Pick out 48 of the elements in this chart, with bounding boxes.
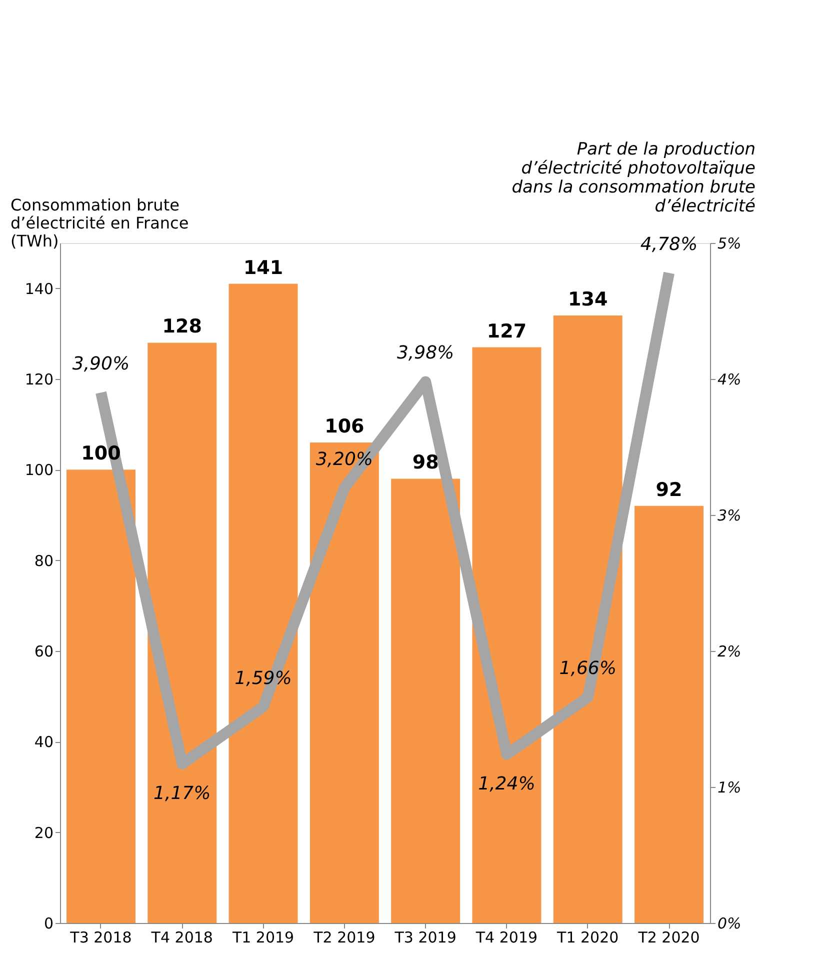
data-label: 3,98%: [396, 342, 454, 364]
bar: [391, 478, 460, 923]
data-label: 1,59%: [234, 668, 292, 689]
data-label: 1,24%: [478, 773, 536, 794]
y2-tick-label: 3%: [718, 506, 742, 524]
x-tick-label: T2 2019: [312, 928, 376, 946]
data-label: 134: [568, 288, 608, 311]
bar: [553, 316, 622, 923]
y-tick-label: 80: [34, 552, 54, 570]
x-tick-label: T4 2018: [150, 928, 213, 946]
y-tick-label: 120: [24, 370, 54, 388]
y-axis-title: Consommation brute d’électricité en France (TWh): [10, 196, 189, 250]
bar: [472, 347, 542, 923]
data-label: 106: [324, 415, 364, 438]
data-label: 4,78%: [640, 234, 698, 255]
y-tick-label: 0: [44, 914, 54, 932]
data-label: 127: [486, 320, 527, 342]
data-label: 128: [162, 316, 202, 338]
x-tick-label: T1 2020: [556, 928, 619, 946]
data-label: 1,17%: [154, 782, 211, 804]
x-tick-label: T3 2018: [69, 928, 132, 946]
y2-tick-label: 5%: [718, 234, 742, 252]
x-tick-label: T4 2019: [474, 928, 538, 946]
data-label: 92: [656, 478, 682, 501]
bar: [66, 470, 136, 923]
data-label: 141: [243, 256, 284, 279]
data-label: 3,20%: [316, 448, 374, 470]
y2-tick-label: 1%: [718, 778, 742, 796]
y-tick-label: 140: [24, 280, 54, 298]
y2-axis-title: Part de la production d’électricité photovoltaïque dans la consommation brute d’électricité: [512, 140, 756, 216]
bar: [310, 442, 379, 923]
y-tick-label: 40: [34, 733, 54, 752]
y2-tick-label: 0%: [718, 914, 742, 932]
data-label: 100: [81, 442, 121, 465]
data-label: 1,66%: [559, 658, 616, 680]
data-label: 3,90%: [72, 354, 130, 375]
bar: [148, 342, 217, 923]
y-tick-label: 20: [34, 824, 54, 842]
x-tick-label: T2 2020: [637, 928, 700, 946]
y-tick-label: 60: [34, 642, 54, 660]
bar: [228, 284, 298, 923]
bar: [634, 506, 704, 923]
x-tick-label: T3 2019: [394, 928, 456, 946]
y-tick-label: 100: [24, 461, 54, 480]
x-tick-label: T1 2019: [231, 928, 294, 946]
y2-tick-label: 2%: [718, 642, 742, 660]
data-label: 98: [412, 452, 439, 474]
y2-tick-label: 4%: [718, 370, 742, 388]
